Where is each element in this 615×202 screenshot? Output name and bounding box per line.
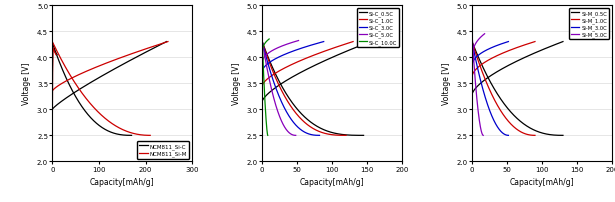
X-axis label: Capacity[mAh/g]: Capacity[mAh/g]	[90, 177, 154, 186]
Y-axis label: Voltage [V]: Voltage [V]	[22, 63, 31, 105]
Legend: Si-C_0.5C, Si-C_1.0C, Si-C_3.0C, Si-C_5.0C, Si-C_10.0C: Si-C_0.5C, Si-C_1.0C, Si-C_3.0C, Si-C_5.…	[357, 9, 399, 47]
Y-axis label: Voltage [V]: Voltage [V]	[232, 63, 241, 105]
Legend: Si-M_0.5C, Si-M_1.0C, Si-M_3.0C, Si-M_5.0C: Si-M_0.5C, Si-M_1.0C, Si-M_3.0C, Si-M_5.…	[569, 9, 609, 40]
Y-axis label: Voltage [V]: Voltage [V]	[442, 63, 451, 105]
X-axis label: Capacity[mAh/g]: Capacity[mAh/g]	[300, 177, 365, 186]
Legend: NCM811_Si-C, NCM811_Si-M: NCM811_Si-C, NCM811_Si-M	[137, 141, 189, 159]
X-axis label: Capacity[mAh/g]: Capacity[mAh/g]	[510, 177, 574, 186]
